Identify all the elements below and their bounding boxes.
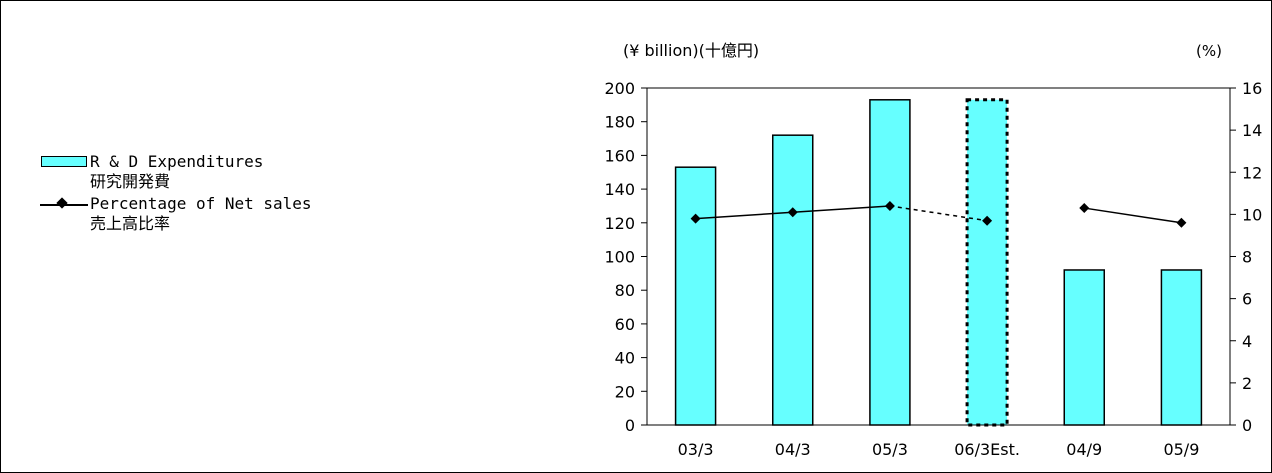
point-03/3 — [690, 213, 701, 224]
right-tick-label: 0 — [1242, 416, 1252, 435]
left-tick-label: 0 — [625, 416, 635, 435]
legend: R & D Expenditures 研究開発費 Percentage of N… — [38, 152, 312, 236]
left-tick-label: 200 — [604, 79, 635, 98]
left-tick-label: 40 — [615, 349, 635, 368]
legend-label-rd-en: R & D Expenditures — [90, 152, 264, 171]
line-layer — [690, 200, 1187, 228]
left-tick-label: 100 — [604, 248, 635, 267]
x-tick-label: 05/3 — [872, 440, 908, 459]
point-04/9 — [1079, 203, 1090, 214]
x-tick-label: 03/3 — [678, 440, 714, 459]
left-tick-label: 160 — [604, 146, 635, 165]
right-tick-label: 4 — [1242, 332, 1252, 351]
legend-entry-percentage: Percentage of Net sales 売上高比率 — [38, 194, 312, 234]
bar-06/3Est. — [965, 98, 1009, 427]
right-tick-label: 14 — [1242, 121, 1262, 140]
legend-label-rd-ja: 研究開発費 — [90, 172, 171, 191]
line-segment-4-5 — [1084, 207, 1182, 224]
left-tick-label: 60 — [615, 315, 635, 334]
line-segment-0-1 — [695, 211, 793, 220]
right-tick-label: 10 — [1242, 205, 1262, 224]
bar-04/9 — [1063, 269, 1105, 426]
right-tick-label: 8 — [1242, 248, 1252, 267]
right-tick-label: 16 — [1242, 79, 1262, 98]
left-tick-label: 140 — [604, 180, 635, 199]
legend-label-pct-en: Percentage of Net sales — [90, 194, 312, 213]
point-05/9 — [1176, 217, 1187, 228]
point-04/3 — [787, 207, 798, 218]
legend-label-pct-ja: 売上高比率 — [90, 214, 171, 233]
right-tick-label: 2 — [1242, 374, 1252, 393]
left-axis-title: (¥ billion)(十億円) — [623, 41, 759, 60]
x-tick-label: 04/3 — [775, 440, 811, 459]
right-tick-label: 6 — [1242, 290, 1252, 309]
point-06/3Est. — [982, 215, 993, 226]
legend-diamond-marker — [56, 197, 68, 209]
axes-layer: 0 20 40 60 80 100 120 140 160 180 200 0 2 4 6 8 10 12 14 16… — [604, 79, 1262, 459]
right-axis-title: (%) — [1196, 42, 1222, 60]
left-tick-label: 120 — [604, 214, 635, 233]
bar-05/3 — [869, 99, 911, 426]
legend-entry-rd-expenditures: R & D Expenditures 研究開発費 — [38, 152, 312, 192]
x-tick-label: 06/3Est. — [954, 440, 1020, 459]
line-segment-1-2 — [792, 205, 890, 214]
bar-04/3 — [772, 134, 814, 426]
line-segment-2-3 — [889, 205, 988, 222]
x-tick-label: 05/9 — [1163, 440, 1199, 459]
point-05/3 — [884, 200, 895, 211]
bars-layer — [674, 98, 1203, 427]
legend-bar-swatch — [41, 156, 87, 167]
left-tick-label: 20 — [615, 382, 635, 401]
left-tick-label: 80 — [615, 281, 635, 300]
bar-05/9 — [1160, 269, 1203, 426]
bar-03/3 — [674, 166, 717, 426]
right-tick-label: 12 — [1242, 163, 1262, 182]
x-tick-label: 04/9 — [1066, 440, 1102, 459]
left-tick-label: 180 — [604, 113, 635, 132]
